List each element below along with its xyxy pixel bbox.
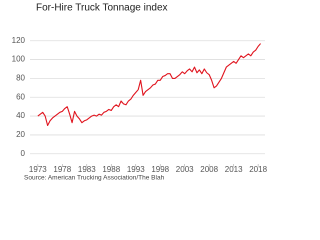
data-line: [37, 43, 262, 127]
page: {"chart_data": {"type": "line", "title":…: [11, 2, 268, 182]
x-tick-label: 2013: [225, 165, 243, 174]
x-tick-label: 1988: [102, 165, 120, 174]
chart: For-Hire Truck Tonnage index Source: Ame…: [12, 3, 268, 182]
x-tick-label: 2008: [200, 165, 218, 174]
x-tick-label: 2003: [176, 165, 194, 174]
y-tick-label: 0: [21, 149, 26, 158]
y-tick-label: 60: [16, 92, 25, 101]
source: Source: American Trucking Association/Th…: [24, 175, 165, 182]
y-tick-label: 100: [12, 55, 26, 64]
x-tick-label: 1998: [151, 165, 169, 174]
y-tick-label: 20: [16, 130, 25, 139]
chart-title: For-Hire Truck Tonnage index: [36, 3, 168, 14]
x-tick-label: 1993: [127, 165, 145, 174]
y-tick-label: 120: [12, 36, 26, 45]
x-tick-label: 1983: [78, 165, 96, 174]
y-tick-label: 40: [16, 111, 25, 120]
y-tick-label: 80: [16, 74, 25, 83]
x-tick-label: 1973: [29, 165, 47, 174]
x-tick-label: 1978: [53, 165, 71, 174]
x-tick-label: 2018: [249, 165, 267, 174]
